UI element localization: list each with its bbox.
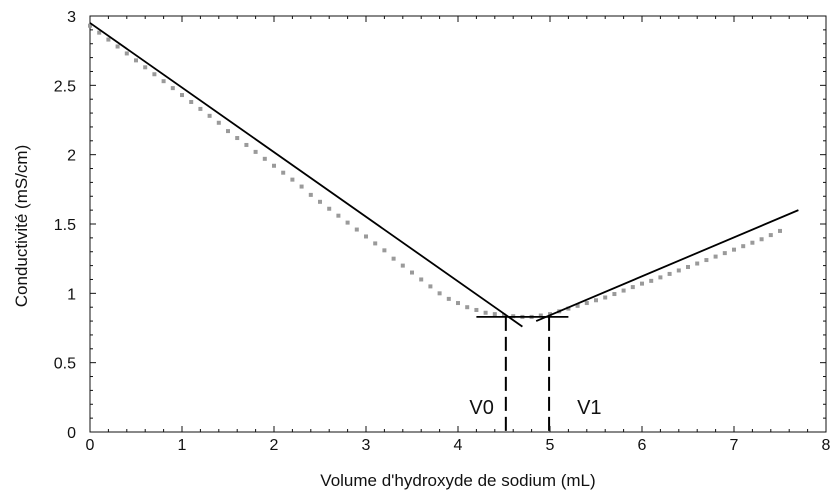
data-point bbox=[364, 234, 368, 239]
fit-line bbox=[535, 209, 799, 322]
data-point bbox=[695, 261, 700, 266]
data-point bbox=[244, 142, 249, 147]
fit-lines bbox=[89, 22, 799, 328]
data-point bbox=[235, 136, 240, 141]
data-point bbox=[686, 264, 690, 269]
data-point bbox=[161, 79, 166, 84]
data-point bbox=[621, 288, 626, 293]
data-point bbox=[318, 199, 322, 204]
data-point bbox=[253, 149, 258, 154]
x-tick-label: 4 bbox=[454, 437, 463, 454]
data-point bbox=[575, 303, 580, 308]
y-tick-label: 0.5 bbox=[54, 356, 76, 373]
data-point bbox=[548, 312, 552, 317]
data-point bbox=[226, 129, 230, 134]
data-point bbox=[152, 72, 157, 77]
data-point bbox=[272, 163, 276, 168]
data-point bbox=[502, 313, 506, 318]
data-point bbox=[124, 51, 129, 56]
data-point bbox=[373, 241, 378, 246]
data-point bbox=[538, 313, 543, 318]
data-point bbox=[345, 220, 350, 225]
data-point bbox=[492, 312, 497, 317]
y-tick-label: 2 bbox=[67, 148, 76, 165]
data-point bbox=[732, 247, 736, 252]
data-point bbox=[658, 275, 663, 280]
data-point bbox=[308, 192, 313, 197]
data-point bbox=[676, 268, 681, 273]
data-point bbox=[465, 305, 470, 310]
y-tick-label: 1 bbox=[67, 286, 76, 303]
data-point bbox=[336, 213, 341, 218]
data-point bbox=[143, 65, 148, 70]
data-point bbox=[584, 301, 589, 306]
data-point bbox=[428, 284, 433, 289]
data-point bbox=[759, 237, 764, 242]
data-point bbox=[410, 270, 414, 275]
x-axis-title: Volume d'hydroxyde de sodium (mL) bbox=[320, 471, 595, 490]
data-point bbox=[170, 86, 175, 91]
data-point bbox=[603, 295, 608, 300]
data-point bbox=[327, 206, 332, 211]
data-point bbox=[483, 310, 488, 315]
plot-frame bbox=[89, 15, 827, 433]
x-tick-label: 6 bbox=[638, 437, 647, 454]
data-point bbox=[354, 227, 359, 232]
data-point bbox=[299, 184, 304, 189]
data-point bbox=[768, 233, 773, 238]
data-point bbox=[437, 291, 442, 296]
fit-line bbox=[89, 22, 523, 328]
annotation-v0: V0 bbox=[469, 397, 493, 419]
data-point bbox=[290, 177, 295, 182]
data-point bbox=[382, 248, 387, 253]
data-point bbox=[640, 281, 644, 286]
data-point bbox=[189, 99, 194, 104]
annotation-v1: V1 bbox=[577, 397, 601, 419]
x-tick-label: 5 bbox=[546, 437, 555, 454]
data-point bbox=[704, 258, 709, 263]
data-point bbox=[262, 156, 267, 161]
y-axis-title: Conductivité (mS/cm) bbox=[12, 145, 31, 307]
data-point bbox=[566, 306, 571, 311]
data-point bbox=[713, 254, 718, 259]
data-point bbox=[667, 271, 672, 276]
data-point bbox=[88, 23, 92, 28]
x-tick-label: 8 bbox=[822, 437, 831, 454]
data-point bbox=[741, 244, 746, 249]
data-point bbox=[456, 301, 460, 306]
data-point bbox=[97, 30, 102, 35]
x-tick-label: 0 bbox=[86, 437, 95, 454]
x-tick-label: 1 bbox=[178, 437, 187, 454]
data-point bbox=[216, 120, 221, 125]
data-point bbox=[198, 106, 203, 111]
x-tick-label: 3 bbox=[362, 437, 371, 454]
data-point bbox=[446, 296, 451, 301]
data-point bbox=[612, 292, 617, 297]
data-point bbox=[722, 251, 727, 256]
y-tick-label: 2.5 bbox=[54, 78, 76, 95]
data-point bbox=[778, 228, 782, 233]
data-point bbox=[391, 256, 396, 261]
y-tick-label: 0 bbox=[67, 425, 76, 442]
data-point bbox=[474, 307, 479, 312]
data-point bbox=[750, 240, 755, 245]
data-point bbox=[400, 263, 405, 268]
data-point bbox=[630, 285, 635, 290]
data-point bbox=[419, 277, 424, 282]
data-point bbox=[281, 170, 286, 175]
data-point bbox=[207, 113, 212, 118]
x-tick-label: 2 bbox=[270, 437, 279, 454]
y-tick-label: 1.5 bbox=[54, 217, 76, 234]
data-point bbox=[134, 58, 138, 63]
data-point bbox=[649, 278, 654, 283]
y-tick-label: 3 bbox=[67, 9, 76, 26]
data-point bbox=[115, 44, 120, 49]
data-point bbox=[180, 93, 184, 98]
data-point bbox=[106, 37, 111, 42]
x-tick-label: 7 bbox=[730, 437, 739, 454]
measurement-points bbox=[88, 23, 782, 319]
data-point bbox=[594, 298, 598, 303]
